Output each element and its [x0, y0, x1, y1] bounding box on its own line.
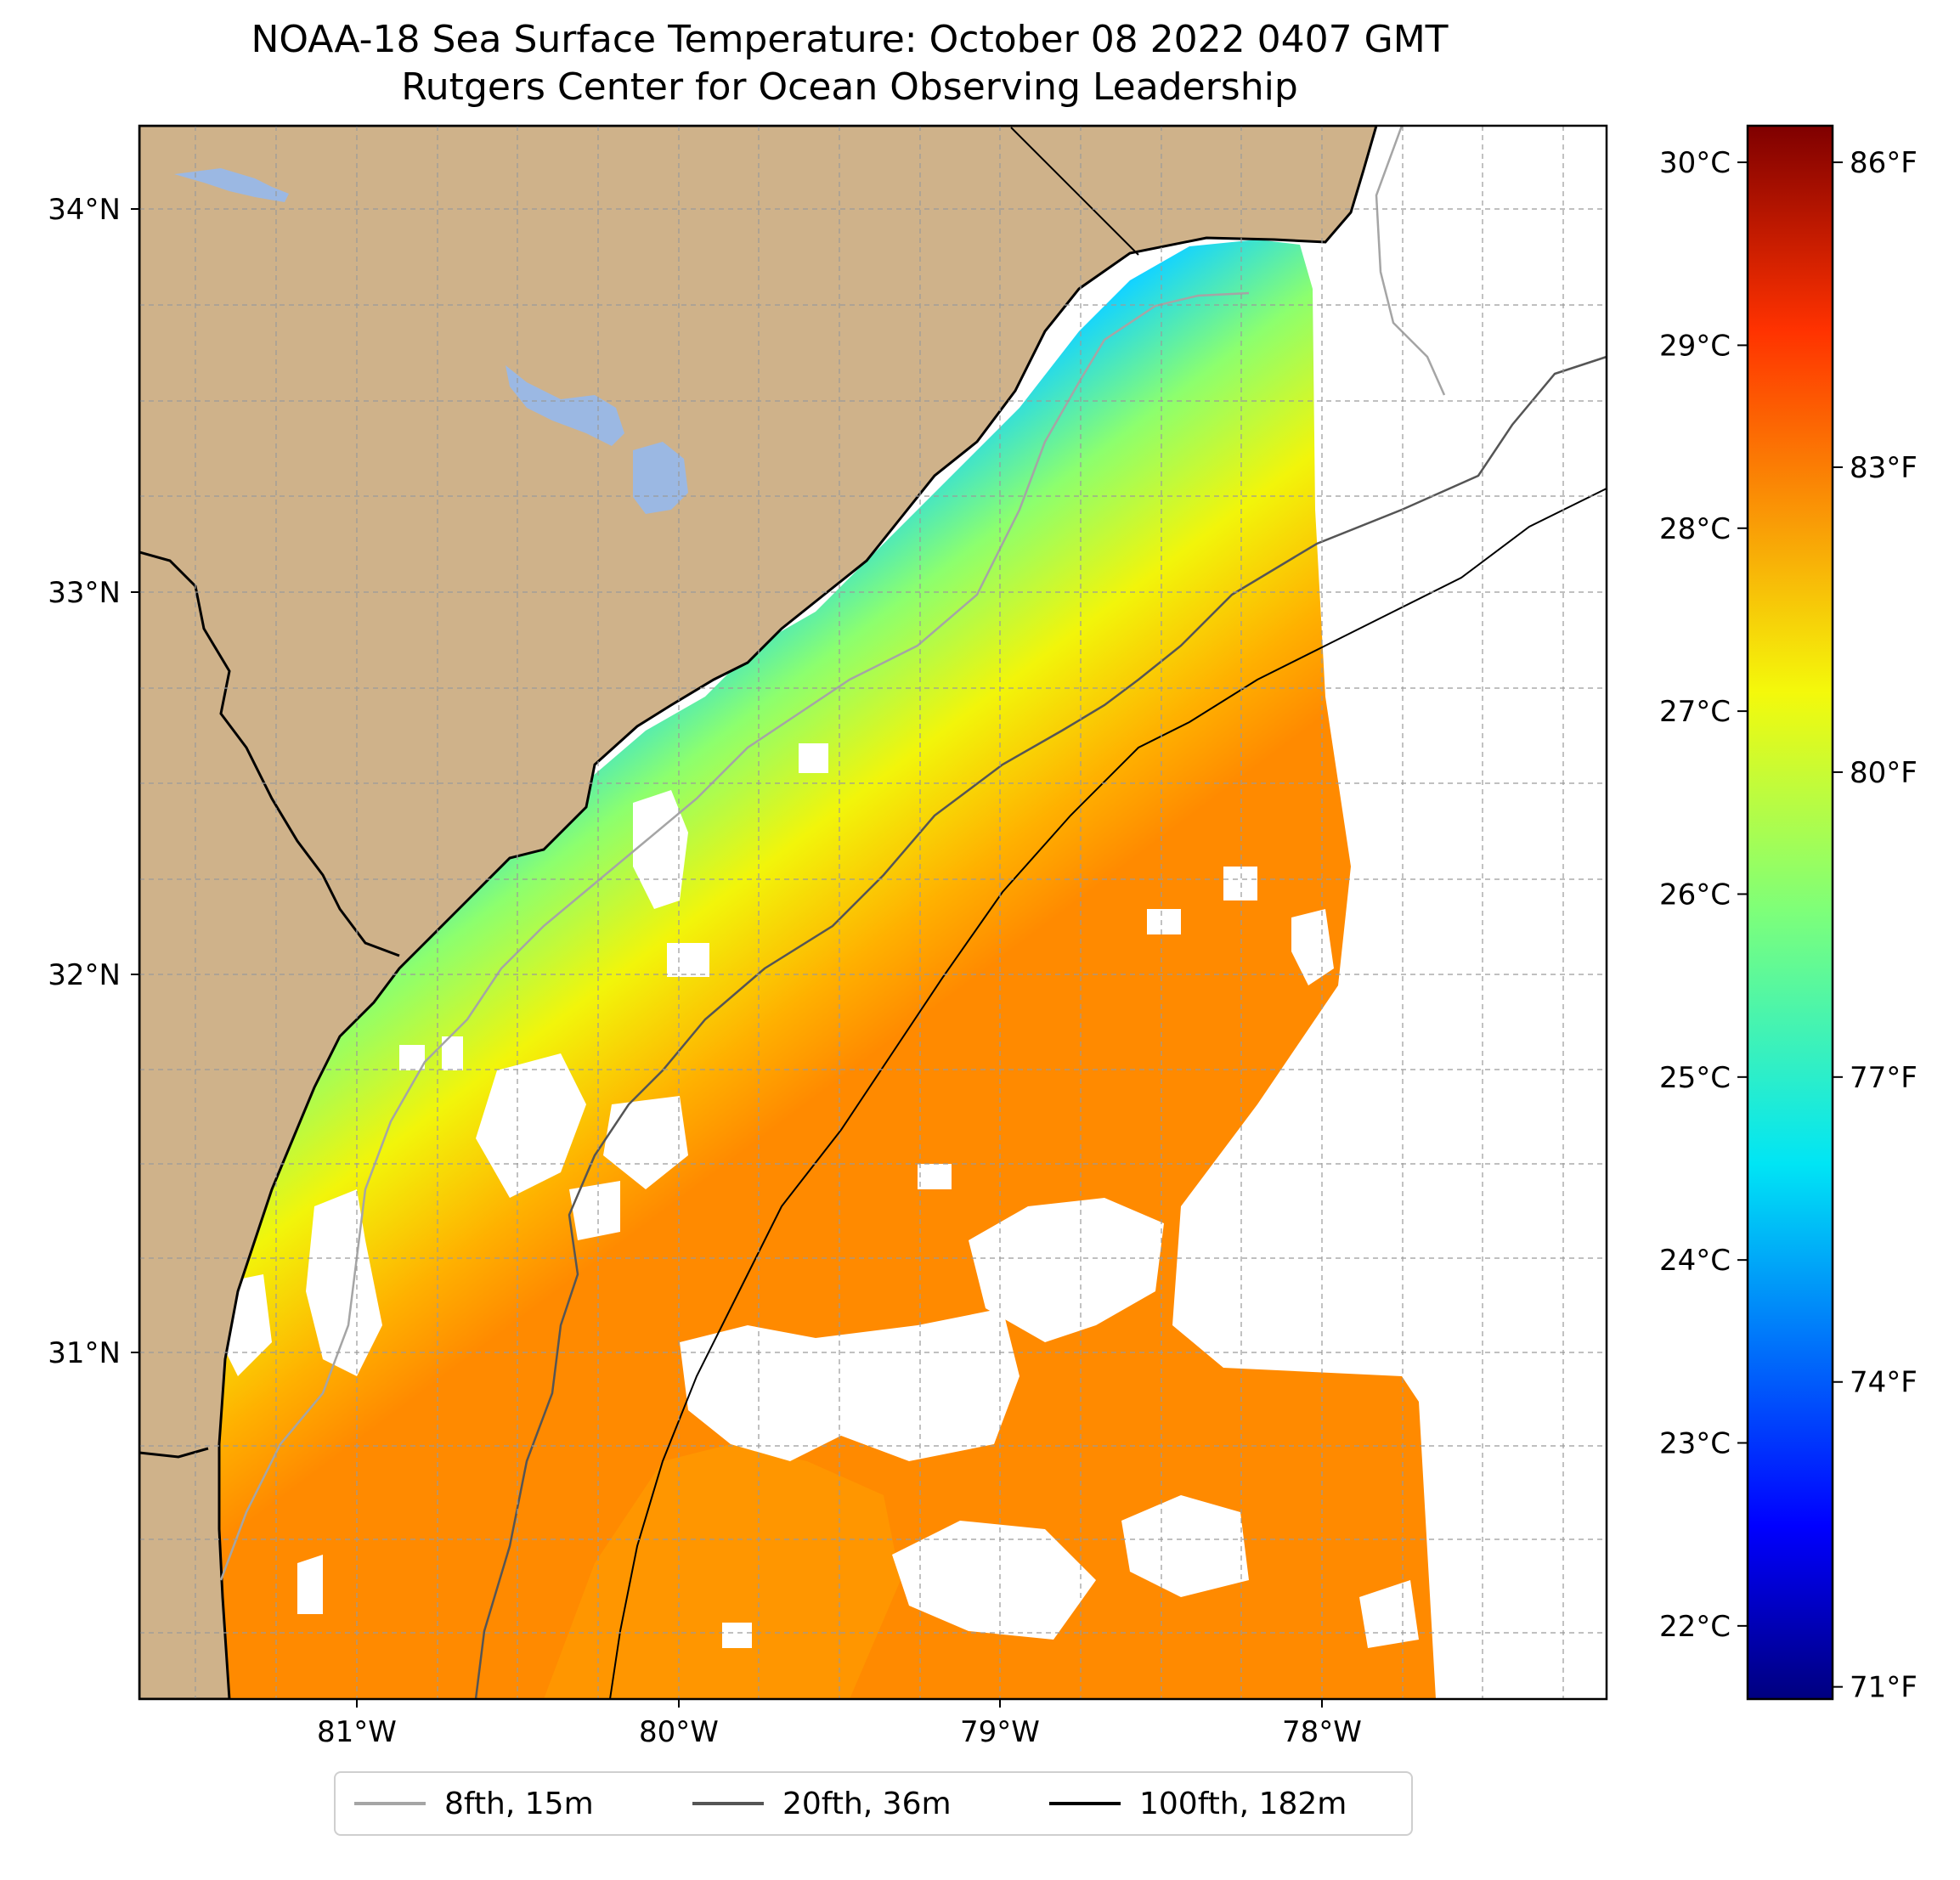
colorbar-ticks: 30°C 29°C 28°C 27°C 26°C 25°C 24°C 23°C 22°C 86°F… [1659, 146, 1918, 1705]
state-border-ga-fl [139, 1447, 209, 1459]
cloud-gaps [221, 743, 1444, 1648]
fahrenheit-tick-label: 71°F [1850, 1671, 1918, 1705]
lake-north [174, 168, 289, 202]
contour-100fth-182m [609, 488, 1607, 1699]
colorbar [1746, 124, 1834, 1701]
legend-label-100fth: 100fth, 182m [1139, 1786, 1347, 1821]
fahrenheit-tick-label: 77°F [1850, 1061, 1918, 1095]
legend-item-100fth: 100fth, 182m [1049, 1773, 1347, 1834]
axis-ticks [131, 208, 1323, 1708]
celsius-tick-label: 30°C [1659, 146, 1731, 180]
lat-label-32: 32°N [48, 958, 121, 992]
lat-label-31: 31°N [48, 1336, 121, 1370]
celsius-tick-label: 28°C [1659, 512, 1731, 546]
legend-line-100fth [1049, 1802, 1121, 1805]
lon-label-79: 79°W [960, 1715, 1040, 1749]
graticule [139, 126, 1607, 1699]
contour-20fth-36m [474, 355, 1607, 1699]
lon-label-78: 78°W [1282, 1715, 1362, 1749]
celsius-tick-label: 24°C [1659, 1244, 1731, 1278]
map-title-line-1: NOAA-18 Sea Surface Temperature: October… [251, 18, 1449, 61]
map-area [139, 126, 1607, 1699]
contour-legend: 8fth, 15m 20fth, 36m 100fth, 182m [334, 1771, 1413, 1836]
legend-label-20fth: 20fth, 36m [782, 1786, 952, 1821]
map-title-line-2: Rutgers Center for Ocean Observing Leade… [401, 65, 1298, 109]
lon-label-81: 81°W [317, 1715, 397, 1749]
celsius-tick-label: 26°C [1659, 878, 1731, 912]
map-frame [138, 124, 1608, 1701]
legend-item-20fth: 20fth, 36m [692, 1773, 952, 1834]
fahrenheit-tick-label: 83°F [1850, 451, 1918, 485]
legend-line-8fth [354, 1802, 426, 1805]
fahrenheit-tick-label: 74°F [1850, 1366, 1918, 1400]
celsius-tick-label: 27°C [1659, 695, 1731, 729]
celsius-tick-label: 29°C [1659, 329, 1731, 363]
legend-item-8fth: 8fth, 15m [354, 1773, 594, 1834]
celsius-tick-label: 22°C [1659, 1610, 1731, 1644]
contour-8fth-15m [219, 291, 1250, 1581]
legend-line-20fth [692, 1802, 764, 1805]
sst-warm-patch [544, 1444, 901, 1699]
land [139, 126, 1378, 1699]
lat-label-33: 33°N [48, 576, 121, 610]
fahrenheit-tick-label: 86°F [1850, 146, 1918, 180]
contour-8fth-15m-outer [1375, 126, 1446, 396]
legend-label-8fth: 8fth, 15m [444, 1786, 594, 1821]
lat-label-34: 34°N [48, 193, 121, 227]
celsius-tick-label: 25°C [1659, 1061, 1731, 1095]
fahrenheit-tick-label: 80°F [1850, 756, 1918, 790]
state-border-nc-sc [1010, 127, 1139, 256]
celsius-tick-label: 23°C [1659, 1427, 1731, 1461]
sst-data-field [212, 240, 1436, 1699]
lon-label-80: 80°W [639, 1715, 719, 1749]
lake-marion [506, 365, 624, 446]
